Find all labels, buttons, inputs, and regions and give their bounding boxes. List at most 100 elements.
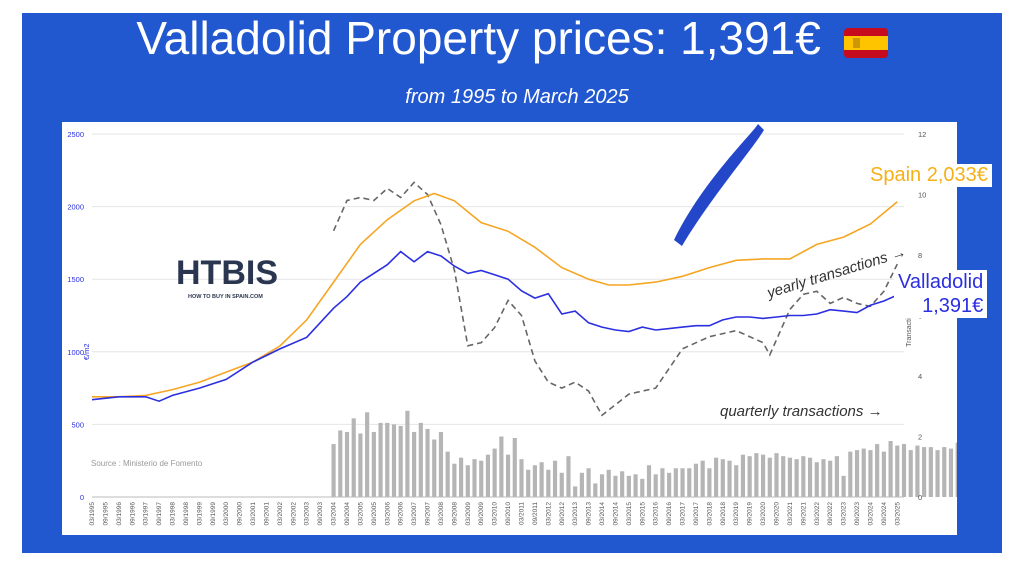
quarterly-bar [821,459,826,497]
quarterly-bar [828,460,833,497]
x-tick-label: 03/1998 [170,502,177,526]
quarterly-bar [546,469,551,497]
x-tick-label: 03/1999 [196,502,203,526]
quarterly-bar [901,444,907,497]
htbis-logo: HTBIS HOW TO BUY IN SPAIN.COM [176,254,278,300]
yearly-transactions-line [332,181,899,417]
quarterly-bar [700,460,705,497]
x-tick-label: 09/2002 [290,502,297,526]
x-tick-label: 09/1996 [129,502,136,526]
x-tick-label: 03/2019 [733,502,740,526]
y-right-tick-label: 8 [918,251,922,260]
x-tick-label: 03/2020 [760,502,767,526]
spain-flag-icon [843,14,888,70]
x-tick-label: 09/2017 [693,502,700,526]
quarterly-bar [358,433,363,497]
x-tick-label: 09/2010 [505,502,512,526]
x-tick-label: 09/2016 [666,502,673,526]
quarterly-bar [418,422,423,497]
x-tick-label: 03/2022 [814,502,821,526]
quarterly-bar [942,447,947,497]
quarterly-bar [767,457,772,497]
valladolid-price-label: Valladolid 1,391€ [894,270,988,318]
spain-price-label: Spain 2,033€ [866,164,992,187]
x-tick-label: 03/2000 [223,502,230,526]
x-tick-label: 03/1996 [116,502,123,526]
page-title: Valladolid Property prices: 1,391€ [0,10,1024,70]
y-left-tick-label: 2500 [67,130,84,139]
x-tick-label: 03/2001 [250,502,257,526]
quarterly-bar [338,430,343,497]
quarterly-bar [895,445,900,497]
logo-tagline: HOW TO BUY IN SPAIN.COM [188,294,263,300]
title-text: Valladolid Property prices: 1,391€ [136,12,821,64]
quarterly-bar [613,475,618,497]
quarterly-bar [814,462,819,497]
quarterly-bar [727,460,732,497]
y-left-tick-label: 0 [80,493,84,502]
quarterly-bar [452,463,457,497]
quarterly-bar [586,468,591,497]
quarterly-bar [593,483,598,497]
x-tick-label: 09/1995 [102,502,109,526]
quarterly-bar [707,468,712,497]
quarterly-bar [633,474,638,497]
quarterly-bar [948,448,954,497]
quarterly-bar [579,472,584,497]
quarterly-bar [465,465,470,497]
x-tick-label: 03/2003 [304,502,311,526]
quarterly-bar [499,436,504,497]
quarterly-bar [344,431,350,497]
quarterly-bar [620,471,625,497]
x-tick-label: 09/2011 [532,502,539,525]
x-tick-label: 03/2010 [492,502,499,526]
quarterly-bar [398,425,403,497]
subtitle: from 1995 to March 2025 [405,86,629,108]
quarterly-bar [868,450,873,497]
quarterly-bar [599,474,605,497]
x-tick-label: 09/2003 [317,502,324,526]
chart-panel: 05001000150020002500024681012€/m2Transac… [62,122,1024,535]
quarterly-bar [687,468,692,497]
x-tick-label: 03/2024 [867,502,874,526]
valladolid-price-line [91,250,898,403]
x-tick-label: 03/1997 [143,502,150,526]
x-tick-label: 09/2000 [237,502,244,526]
quarterly-bar [935,450,940,497]
quarterly-bar [472,459,477,497]
x-tick-label: 03/2021 [787,502,794,526]
quarterly-bar [532,465,537,497]
x-tick-label: 09/2013 [586,502,593,526]
quarterly-bar [539,462,544,497]
x-tick-label: 09/2022 [827,502,834,526]
x-tick-label: 03/2006 [384,502,391,526]
quarterly-bar [412,431,417,497]
quarterly-bar [438,431,444,497]
quarterly-bar [848,451,853,497]
quarterly-bar [365,412,370,497]
x-tick-label: 03/2013 [572,502,579,526]
x-tick-label: 03/2007 [411,502,418,526]
quarterly-bar [794,459,799,497]
x-tick-label: 09/2006 [398,502,405,526]
x-tick-label: 03/2017 [680,502,687,526]
x-tick-label: 03/2008 [438,502,445,526]
quarterly-bar [566,456,571,497]
x-tick-label: 03/2018 [706,502,713,526]
quarterly-bar [425,428,430,497]
quarterly-bar [928,447,933,497]
quarterly-bar [512,438,517,497]
quarterly-bar [774,453,779,497]
quarterly-bar [861,448,866,497]
quarterly-bar [667,472,672,497]
quarterly-bar [908,450,913,497]
quarterly-bar [760,454,766,497]
x-tick-label: 03/2009 [465,502,472,526]
y-right-tick-label: 10 [918,191,926,200]
x-tick-label: 09/2005 [371,502,378,526]
quarterly-bar [479,460,484,497]
x-tick-label: 09/2008 [451,502,458,526]
quarterly-bar [519,459,524,497]
quarterly-bar [492,448,497,497]
quarterly-bar [559,472,564,497]
